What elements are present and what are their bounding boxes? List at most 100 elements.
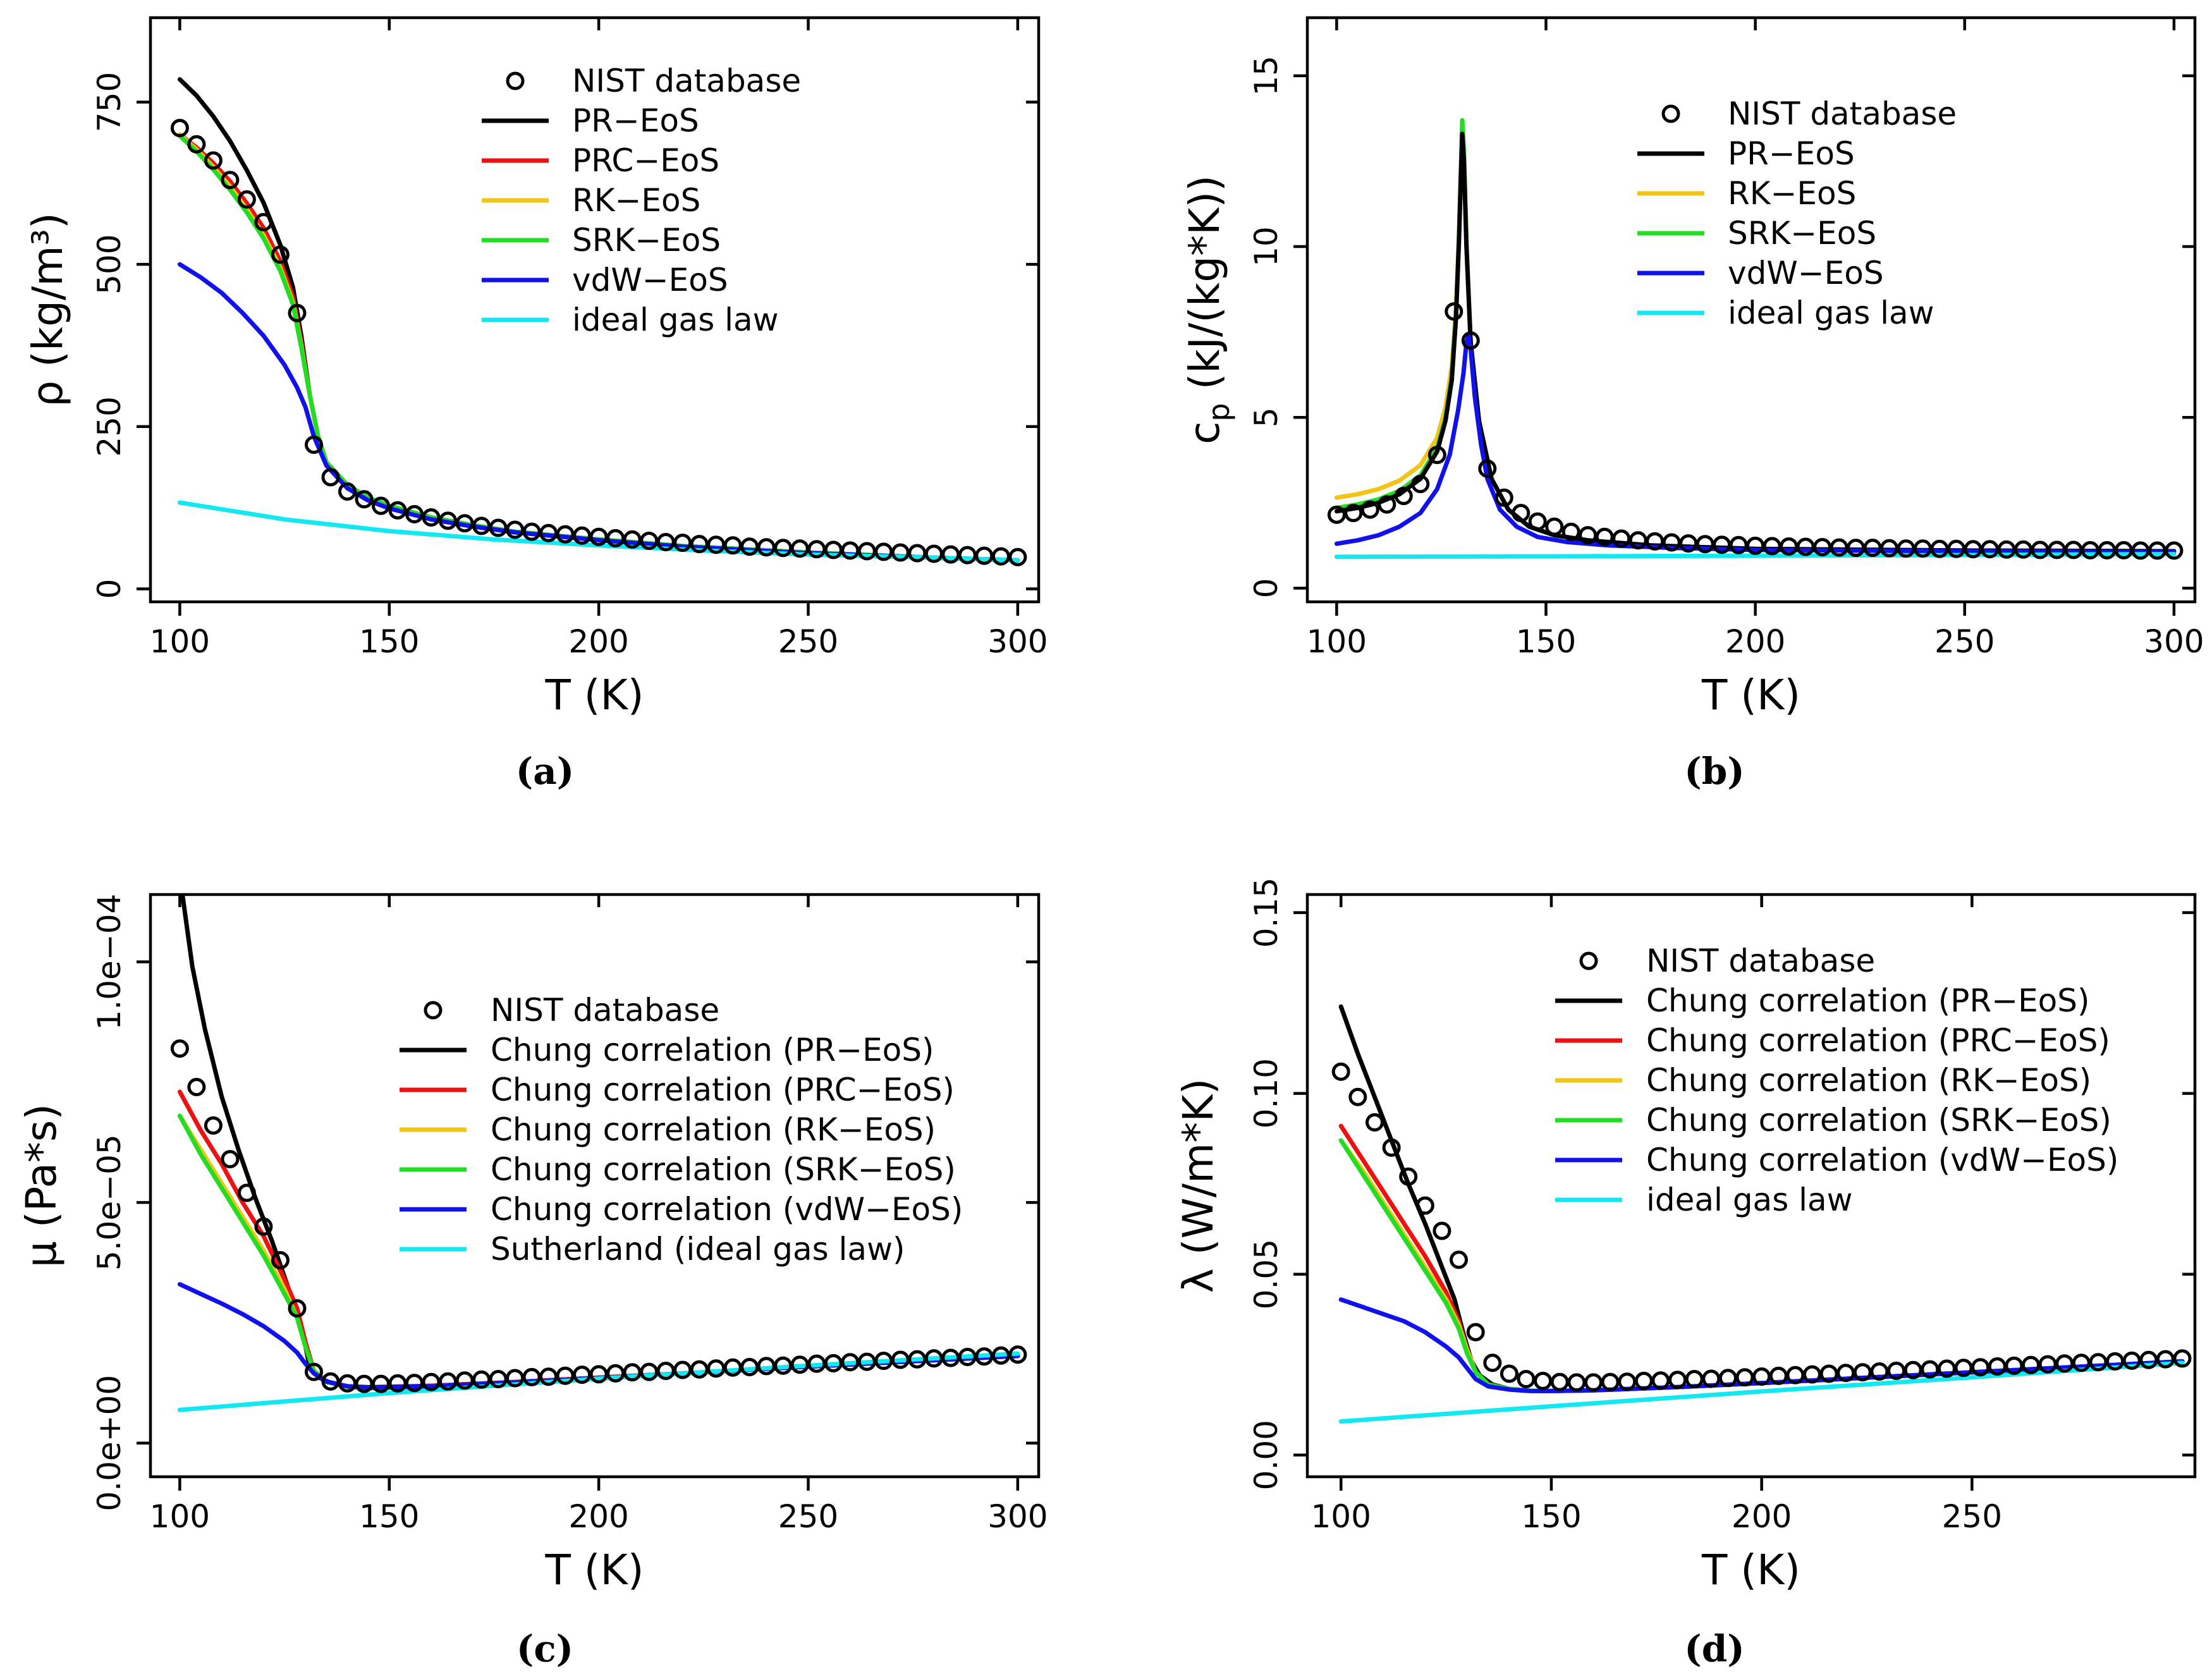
- legend-label: Chung correlation (PR−EoS): [491, 1032, 934, 1068]
- x-axis-title: T (K): [544, 1546, 644, 1594]
- nist-point: [1819, 1364, 1838, 1383]
- nist-point: [1914, 539, 1932, 558]
- nist-point: [1718, 1369, 1737, 1388]
- nist-point: [1780, 537, 1799, 556]
- x-tick-label: 200: [1732, 1498, 1792, 1535]
- nist-point: [405, 504, 424, 523]
- nist-point: [372, 1374, 390, 1393]
- y-tick-label: 0: [91, 579, 128, 599]
- nist-point: [958, 1348, 977, 1366]
- x-axis-title: T (K): [1701, 671, 1800, 719]
- nist-point: [941, 545, 960, 564]
- nist-point: [673, 534, 692, 553]
- panel-caption: (b): [1684, 750, 1744, 793]
- nist-point: [472, 516, 491, 535]
- x-tick-label: 100: [150, 1498, 210, 1535]
- nist-point: [271, 245, 290, 264]
- nist-point: [1786, 1365, 1805, 1384]
- nist-point: [656, 1362, 675, 1380]
- nist-point: [288, 1299, 307, 1318]
- legend-label: SRK−EoS: [572, 222, 721, 259]
- nist-point: [1646, 532, 1665, 551]
- x-tick-label: 250: [1942, 1498, 2002, 1535]
- nist-point: [271, 1251, 290, 1269]
- nist-point: [539, 1367, 558, 1386]
- nist-point: [355, 490, 374, 509]
- nist-point: [1618, 1372, 1637, 1391]
- nist-point: [2139, 1350, 2158, 1369]
- panel-b: 100 150 200 250 300 0 5 10 15 T (K) cp (kJ/(kg*K))…: [1180, 16, 2204, 793]
- y-tick-label: 1.0e−04: [91, 894, 128, 1030]
- legend-label: vdW−EoS: [1728, 255, 1884, 291]
- nist-point: [690, 535, 709, 554]
- legend-label: ideal gas law: [572, 302, 779, 338]
- legend-marker-points: [506, 71, 525, 90]
- nist-point: [1595, 527, 1614, 546]
- nist-point: [1483, 1353, 1502, 1372]
- nist-point: [975, 546, 994, 565]
- nist-point: [1360, 500, 1379, 519]
- nist-point: [2064, 541, 2083, 559]
- nist-point: [372, 496, 390, 515]
- nist-point: [606, 1364, 625, 1383]
- nist-point: [305, 1362, 323, 1381]
- nist-point: [589, 527, 608, 546]
- nist-point: [422, 1372, 441, 1391]
- nist-point: [472, 1370, 491, 1389]
- nist-point: [2089, 1353, 2108, 1372]
- nist-point: [455, 1371, 474, 1390]
- panel-d: 100 150 200 250 0.00 0.05 0.10 0.15 T (K) λ (W/m*…: [1174, 877, 2197, 1670]
- nist-point: [824, 1353, 843, 1372]
- nist-point: [1579, 526, 1598, 545]
- nist-point: [1008, 1345, 1027, 1364]
- nist-point: [338, 1374, 357, 1393]
- nist-point: [2122, 1351, 2141, 1370]
- nist-point: [1415, 1196, 1434, 1215]
- nist-point: [1500, 1364, 1518, 1383]
- y-tick-label: 0.15: [1248, 877, 1285, 948]
- y-tick-label: 10: [1248, 226, 1285, 267]
- x-tick-label: 150: [359, 1498, 419, 1535]
- nist-point: [1348, 1087, 1367, 1106]
- nist-point: [673, 1360, 692, 1379]
- x-tick-label: 150: [1521, 1498, 1581, 1535]
- legend-label: Chung correlation (PR−EoS): [1646, 982, 2090, 1019]
- x-tick-label: 300: [2144, 623, 2204, 660]
- legend-label: RK−EoS: [572, 182, 700, 219]
- nist-point: [1634, 1371, 1653, 1390]
- nist-point: [1803, 1365, 1821, 1384]
- nist-point: [338, 482, 357, 501]
- panel-c: 100 150 200 250 300 0.0e+00 5.0e−05 1.0e−04 T (K…: [17, 893, 1048, 1670]
- series-line-pr-eos: [1334, 131, 2177, 554]
- nist-point: [891, 1350, 910, 1369]
- legend-label: Chung correlation (RK−EoS): [1646, 1062, 2091, 1099]
- legend-label: RK−EoS: [1728, 175, 1856, 212]
- nist-point: [1331, 1062, 1350, 1081]
- nist-point: [1601, 1372, 1620, 1391]
- nist-point: [1545, 517, 1564, 536]
- nist-point: [288, 303, 307, 322]
- nist-point: [1628, 531, 1647, 550]
- nist-point: [623, 1363, 642, 1382]
- nist-point: [539, 523, 558, 542]
- nist-point: [1947, 539, 1965, 558]
- nist-point: [556, 525, 575, 544]
- nist-point: [790, 1355, 809, 1374]
- nist-point: [422, 508, 441, 527]
- x-tick-label: 250: [778, 623, 838, 660]
- x-axis-title: T (K): [544, 671, 644, 719]
- nist-point: [757, 1357, 776, 1376]
- nist-point: [2114, 541, 2133, 559]
- nist-point: [723, 536, 742, 555]
- nist-point: [187, 135, 206, 154]
- nist-point: [991, 1346, 1010, 1365]
- x-tick-label: 300: [987, 623, 1048, 660]
- nist-point: [1880, 539, 1898, 558]
- y-tick-label: 0.00: [1248, 1420, 1285, 1490]
- x-tick-label: 150: [359, 623, 419, 660]
- y-tick-label: 0.05: [1248, 1239, 1285, 1309]
- nist-point: [204, 1116, 223, 1135]
- y-tick-label: 250: [91, 396, 128, 456]
- plot-frame: [1305, 16, 2197, 604]
